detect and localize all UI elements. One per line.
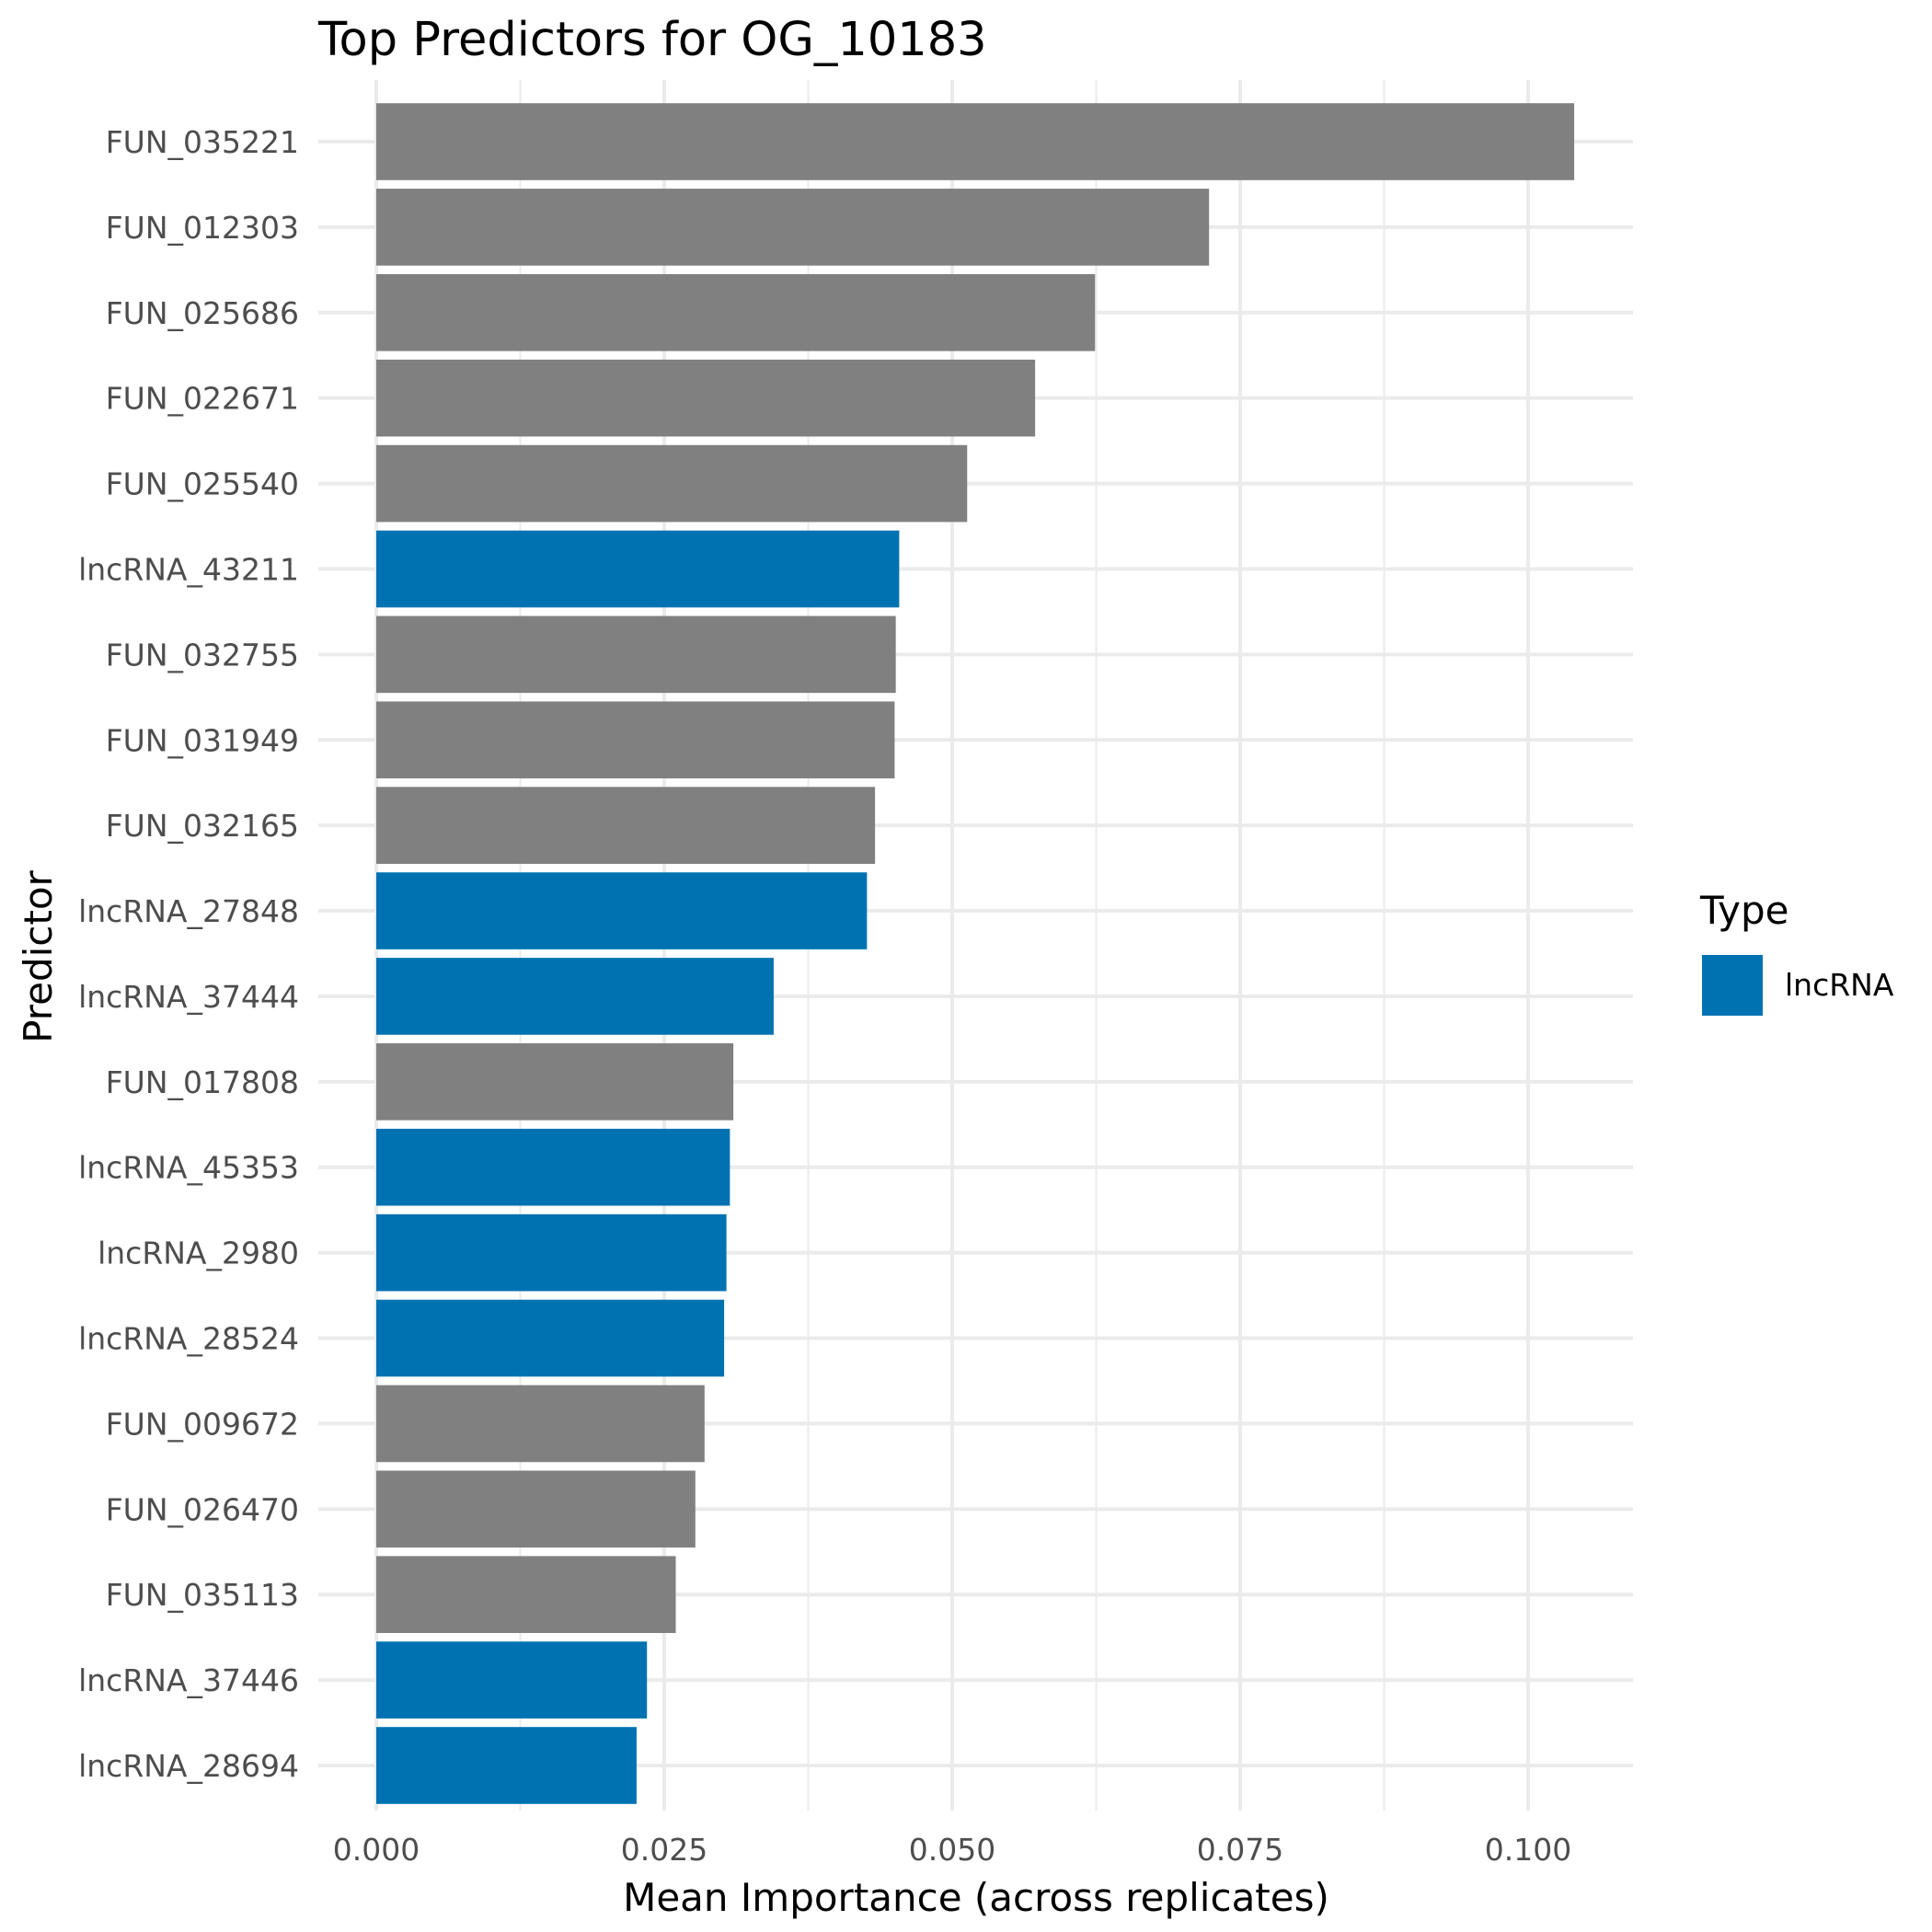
y-tick-label: FUN_031949: [106, 722, 299, 758]
y-tick-label: lncRNA_2980: [98, 1236, 299, 1271]
bar-fun-031949: [376, 701, 895, 779]
x-tick-label: 0.000: [333, 1832, 420, 1868]
bar-lncrna-43211: [376, 530, 900, 608]
bar-fun-012303: [376, 189, 1210, 266]
y-tick-label: lncRNA_43211: [78, 551, 299, 587]
y-tick-label: FUN_022671: [106, 381, 299, 417]
y-tick-label: FUN_009672: [106, 1406, 299, 1442]
x-tick-label: 0.050: [909, 1832, 995, 1868]
x-tick-label: 0.025: [621, 1832, 707, 1868]
bar-lncrna-28524: [376, 1299, 725, 1377]
x-tick-labels: 0.000 0.025 0.050 0.075 0.100: [333, 1832, 1571, 1868]
bar-fun-017808: [376, 1043, 734, 1121]
y-tick-label: FUN_025686: [106, 295, 299, 331]
bars: [376, 103, 1575, 1804]
chart-title: Top Predictors for OG_10183: [317, 13, 987, 67]
y-tick-labels: FUN_035221 FUN_012303 FUN_025686 FUN_022671…: [78, 124, 299, 1784]
bar-lncrna-37444: [376, 958, 774, 1035]
y-tick-label: lncRNA_27848: [78, 893, 299, 929]
y-tick-label: FUN_025540: [106, 466, 299, 502]
y-tick-label: FUN_026470: [106, 1491, 299, 1527]
y-tick-label: FUN_017808: [106, 1064, 299, 1100]
x-tick-label: 0.075: [1197, 1832, 1283, 1868]
y-tick-label: FUN_032755: [106, 637, 299, 673]
bar-fun-025540: [376, 444, 968, 523]
bar-fun-009672: [376, 1385, 705, 1463]
bar-fun-035221: [376, 103, 1575, 180]
bar-fun-035113: [376, 1556, 676, 1634]
bar-lncrna-37446: [376, 1641, 648, 1719]
y-axis-title: Predictor: [16, 869, 61, 1042]
legend: Type lncRNA: [1699, 888, 1894, 1016]
y-tick-label: FUN_012303: [106, 210, 299, 246]
y-tick-label: lncRNA_28524: [78, 1321, 299, 1357]
legend-swatch-lncrna: [1702, 955, 1763, 1016]
legend-title: Type: [1699, 888, 1788, 933]
y-tick-label: lncRNA_37446: [78, 1662, 299, 1698]
bar-fun-022671: [376, 359, 1036, 437]
y-tick-label: lncRNA_28694: [78, 1748, 299, 1784]
bar-lncrna-2980: [376, 1213, 727, 1292]
y-tick-label: lncRNA_37444: [78, 979, 299, 1015]
legend-label-lncrna: lncRNA: [1785, 967, 1894, 1003]
bar-fun-032755: [376, 615, 896, 694]
x-tick-label: 0.100: [1485, 1832, 1571, 1868]
y-tick-label: FUN_032165: [106, 808, 299, 844]
y-tick-label: lncRNA_45353: [78, 1150, 299, 1186]
bar-fun-026470: [376, 1470, 696, 1548]
bar-lncrna-45353: [376, 1128, 730, 1206]
x-axis-title: Mean Importance (across replicates): [623, 1875, 1329, 1920]
bar-lncrna-28694: [376, 1727, 637, 1804]
y-tick-label: FUN_035113: [106, 1577, 299, 1613]
bar-fun-032165: [376, 787, 876, 864]
y-tick-label: FUN_035221: [106, 124, 299, 160]
bar-lncrna-27848: [376, 872, 868, 949]
bar-fun-025686: [376, 273, 1096, 351]
